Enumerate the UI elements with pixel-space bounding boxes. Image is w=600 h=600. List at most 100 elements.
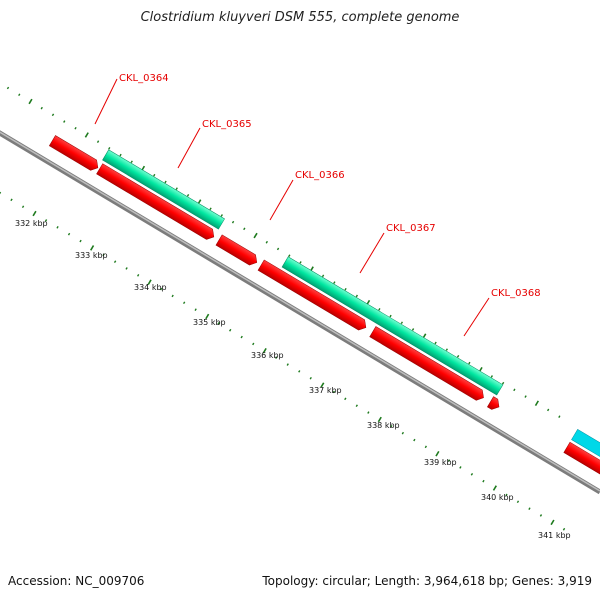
gene-label-ckl-0366[interactable]: CKL_0366 <box>295 170 345 181</box>
outer-tick-minor-5 <box>63 120 66 123</box>
outer-tick-minor-39 <box>445 348 448 351</box>
cds-feature-small[interactable] <box>487 396 502 412</box>
scale-tick-minor-4 <box>44 219 48 222</box>
genome-backbone <box>0 130 600 495</box>
scale-tick-minor-34 <box>390 424 393 428</box>
cds-feature-ckl-0364[interactable] <box>48 135 101 172</box>
outer-tick-minor-29 <box>333 281 336 284</box>
cds-feature-ckl-0367-forward[interactable] <box>257 259 369 333</box>
outer-tick-minor-15 <box>175 187 178 190</box>
cds-feature-right-edge[interactable] <box>563 441 600 493</box>
scale-tick-minor-36 <box>413 438 416 442</box>
leader-line-ckl-0364 <box>94 78 118 125</box>
outer-tick-minor-36 <box>411 328 415 331</box>
outer-tick-minor-11 <box>130 160 133 164</box>
outer-tick-major-47 <box>534 400 539 407</box>
scale-tick-minor-42 <box>482 479 485 483</box>
leader-line-ckl-0366 <box>269 179 294 221</box>
outer-tick-minor-41 <box>468 361 471 365</box>
outer-tick-minor-43 <box>490 375 494 378</box>
scale-label-333: 333 kbp <box>75 251 108 260</box>
scale-label-339: 339 kbp <box>424 458 457 467</box>
scale-tick-minor-16 <box>182 301 186 305</box>
scale-label-337: 337 kbp <box>309 386 342 395</box>
outer-tick-major-2 <box>28 98 33 105</box>
scale-label-332: 332 kbp <box>15 219 48 228</box>
scale-tick-minor-49 <box>562 527 566 531</box>
scale-tick-minor-12 <box>136 274 140 277</box>
outer-tick-minor-49 <box>558 415 561 418</box>
scale-label-334: 334 kbp <box>134 283 167 292</box>
scale-tick-minor-2 <box>21 205 25 209</box>
scale-tick-minor-21 <box>240 335 243 339</box>
cds-feature-ckl-0368-forward[interactable] <box>369 326 487 402</box>
scale-tick-minor-39 <box>447 459 451 462</box>
topology-text: Topology: circular; Length: 3,964,618 bp… <box>262 574 592 588</box>
scale-tick-minor-27 <box>309 376 312 380</box>
cds-feature-ckl-0367[interactable] <box>281 256 504 396</box>
scale-label-338: 338 kbp <box>367 421 400 430</box>
scale-tick-major-8 <box>90 245 95 251</box>
outer-tick-major-22 <box>253 232 258 239</box>
scale-tick-major-3 <box>32 210 37 217</box>
outer-tick-minor-34 <box>389 314 392 318</box>
scale-tick-minor-46 <box>528 507 531 510</box>
cds-feature-ckl-0365-forward[interactable] <box>96 163 217 242</box>
outer-tick-minor-28 <box>321 274 325 278</box>
scale-tick-minor-24 <box>275 356 278 359</box>
leader-line-ckl-0367 <box>359 232 385 274</box>
scale-tick-minor-20 <box>229 328 232 332</box>
scale-tick-minor-7 <box>79 239 82 243</box>
gene-label-ckl-0364[interactable]: CKL_0364 <box>119 73 169 84</box>
leader-line-ckl-0368 <box>463 297 490 337</box>
scale-tick-major-18 <box>205 313 210 320</box>
gene-label-ckl-0367[interactable]: CKL_0367 <box>386 223 436 234</box>
outer-tick-minor-0 <box>6 86 10 90</box>
map-title: Clostridium kluyveri DSM 555, complete g… <box>140 10 460 25</box>
outer-tick-minor-21 <box>243 227 246 231</box>
scale-tick-minor-10 <box>113 260 117 263</box>
scale-label-335: 335 kbp <box>193 318 226 327</box>
outer-tick-minor-48 <box>546 408 550 412</box>
outer-tick-minor-25 <box>288 254 291 257</box>
outer-tick-minor-13 <box>153 173 156 177</box>
cds-feature-ckl-0366[interactable] <box>215 234 260 268</box>
outer-tick-minor-46 <box>524 395 527 398</box>
scale-tick-minor-41 <box>470 473 474 476</box>
gene-label-ckl-0365[interactable]: CKL_0365 <box>202 119 252 130</box>
scale-tick-minor-32 <box>367 411 370 414</box>
scale-label-336: 336 kbp <box>251 351 284 360</box>
scale-tick-major-48 <box>550 519 555 526</box>
scale-tick-minor-11 <box>125 267 128 270</box>
cds-feature-cyan-partial[interactable] <box>571 428 600 481</box>
scale-label-341: 341 kbp <box>538 531 571 540</box>
scale-tick-major-28 <box>320 382 325 388</box>
scale-tick-minor-35 <box>401 431 405 435</box>
outer-tick-minor-23 <box>265 240 268 244</box>
outer-tick-minor-24 <box>276 247 280 251</box>
scale-tick-minor-30 <box>344 397 347 401</box>
scale-tick-minor-19 <box>217 322 220 325</box>
scale-tick-minor-40 <box>459 466 462 469</box>
scale-tick-minor-6 <box>67 232 71 236</box>
scale-tick-major-13 <box>147 279 152 286</box>
accession-text: Accession: NC_009706 <box>8 574 145 588</box>
outer-tick-minor-31 <box>355 294 359 298</box>
outer-tick-minor-6 <box>74 126 77 130</box>
cds-feature-ckl-0365[interactable] <box>102 149 225 230</box>
scale-ticks <box>0 191 566 531</box>
scale-tick-minor-44 <box>505 493 508 497</box>
leader-line-ckl-0365 <box>177 127 201 169</box>
outer-tick-major-7 <box>84 132 89 138</box>
scale-tick-minor-9 <box>102 253 105 257</box>
outer-tick-minor-8 <box>96 140 100 143</box>
gene-label-ckl-0368[interactable]: CKL_0368 <box>491 288 541 299</box>
scale-tick-minor-1 <box>10 198 13 202</box>
scale-tick-minor-0 <box>0 191 2 195</box>
genome-backbone-highlight <box>0 131 600 492</box>
scale-tick-major-43 <box>492 485 497 491</box>
outer-tick-minor-19 <box>220 214 223 217</box>
outer-tick-minor-10 <box>119 153 122 157</box>
scale-tick-minor-15 <box>171 294 174 298</box>
outer-tick-minor-38 <box>434 341 437 345</box>
